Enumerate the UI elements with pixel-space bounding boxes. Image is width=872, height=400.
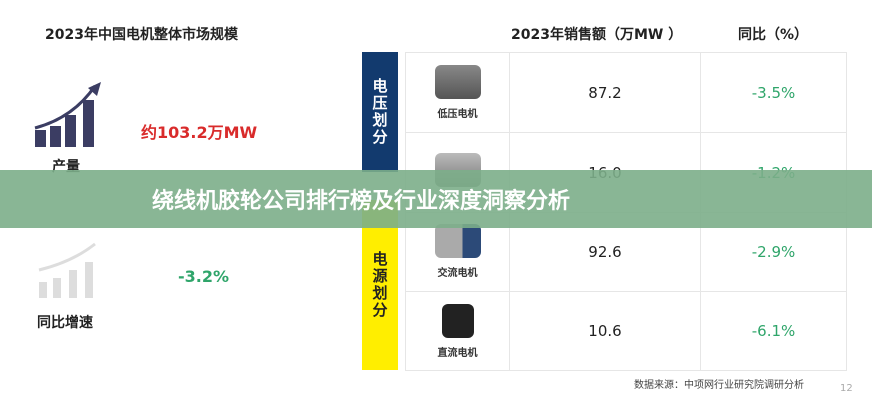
yoy-value: -2.9%: [751, 242, 796, 261]
table-row: 低压电机 87.2 -3.5%: [406, 53, 846, 133]
market-size-title: 2023年中国电机整体市场规模: [45, 27, 238, 43]
data-source: 数据来源：中项网行业研究院调研分析: [634, 380, 804, 391]
bar-chart-up-icon: [34, 82, 101, 147]
banner-title: 绕线机胶轮公司排行榜及行业深度洞察分析: [152, 189, 571, 214]
growth-value: -3.2%: [178, 267, 230, 286]
sales-value: 10.6: [510, 291, 701, 371]
motor-image: [441, 303, 474, 338]
output-value: 约103.2万MW: [141, 123, 258, 142]
yoy-header: 同比（%）: [738, 27, 809, 43]
motor-image: [434, 65, 481, 99]
motor-name: 低压电机: [437, 109, 478, 120]
title-banner: 绕线机胶轮公司排行榜及行业深度洞察分析: [0, 170, 872, 228]
group-power: 电源划分: [362, 200, 398, 370]
sales-value: 92.6: [510, 212, 701, 291]
table-row: 直流电机 10.6 -6.1%: [406, 291, 846, 371]
motor-name: 直流电机: [437, 347, 478, 359]
yoy-value: -3.5%: [751, 83, 796, 102]
sales-header: 2023年销售额（万MW ）: [511, 27, 683, 43]
table-row: 交流电机 92.6 -2.9%: [406, 212, 846, 292]
bar-chart-up-icon: [38, 242, 96, 298]
sales-table: 低压电机 87.2 -3.5% 16.0 -1.2% 交流电机 92.6 -2.…: [405, 52, 847, 371]
growth-label: 同比增速: [37, 315, 93, 331]
sales-value: 87.2: [510, 53, 701, 132]
page-number: 12: [840, 383, 853, 394]
motor-name: 交流电机: [437, 268, 478, 279]
group-voltage: 电压划分: [362, 52, 398, 172]
yoy-value: -6.1%: [751, 322, 796, 340]
motor-image: [434, 224, 481, 258]
